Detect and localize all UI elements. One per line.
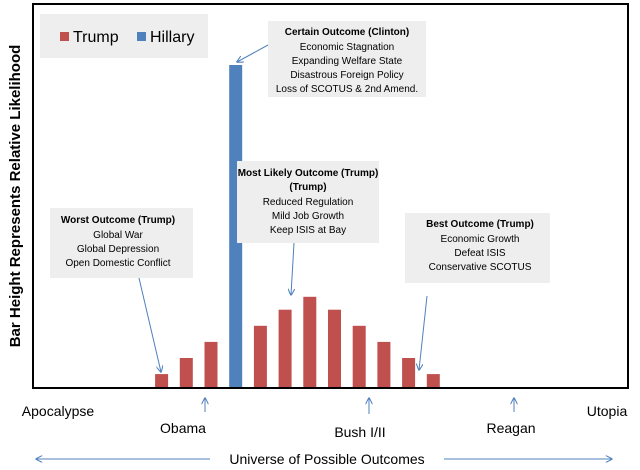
x-axis-label: Universe of Possible Outcomes	[229, 451, 424, 467]
annotation-line: Economic Growth	[441, 234, 520, 245]
annotation-arrow-best	[419, 295, 428, 370]
bar-trump-2	[179, 358, 193, 387]
annotation-title: Worst Outcome (Trump)	[61, 215, 175, 226]
annotation-title: Certain Outcome (Clinton)	[285, 27, 409, 38]
bar-trump-11	[426, 374, 440, 387]
annotation-line: Global Depression	[77, 244, 159, 255]
legend-swatch-trump	[60, 32, 69, 41]
bar-trump-7	[328, 309, 341, 387]
annotation-arrow-worst	[138, 277, 161, 372]
annotation-line: Global War	[93, 230, 143, 241]
annotation-best-trump: Best Outcome (Trump) Economic Growth Def…	[405, 213, 550, 283]
annotation-most-likely-trump: Most Likely Outcome (Trump) (Trump) Redu…	[237, 161, 379, 243]
legend-label-trump: Trump	[73, 29, 119, 46]
y-axis-label: Bar Height Represents Relative Likelihoo…	[7, 45, 24, 348]
bar-trump-9	[377, 341, 391, 387]
annotation-arrow-most-likely	[291, 242, 294, 295]
bar-trump-10	[402, 358, 416, 387]
annotation-line: Conservative SCOTUS	[429, 262, 532, 273]
x-label-utopia: Utopia	[587, 403, 628, 419]
annotation-line: Loss of SCOTUS & 2nd Amend.	[276, 84, 418, 95]
annotation-title: Most Likely Outcome (Trump)	[238, 168, 379, 179]
bars-group	[155, 65, 440, 387]
legend-label-hillary: Hillary	[150, 29, 194, 46]
annotation-title: Best Outcome (Trump)	[426, 219, 534, 230]
annotation-line: Expanding Welfare State	[292, 56, 403, 67]
annotation-line: Keep ISIS at Bay	[270, 225, 346, 236]
legend-swatch-hillary	[137, 32, 146, 41]
bar-hillary-1	[229, 65, 243, 387]
annotation-line: Open Domestic Conflict	[65, 258, 170, 269]
annotation-worst-trump: Worst Outcome (Trump) Global War Global …	[50, 208, 193, 278]
annotation-line: Disastrous Foreign Policy	[290, 70, 403, 81]
x-label-reagan: Reagan	[486, 420, 535, 436]
x-label-apocalypse: Apocalypse	[22, 403, 95, 419]
annotation-line: Mild Job Growth	[272, 211, 344, 222]
annotation-line: Defeat ISIS	[454, 248, 505, 259]
bar-trump-5	[278, 309, 292, 387]
annotation-title-trump: (Trump)	[289, 182, 326, 193]
bar-trump-6	[303, 296, 317, 387]
bar-trump-8	[352, 325, 366, 387]
annotation-certain-clinton: Certain Outcome (Clinton) Economic Stagn…	[268, 21, 426, 97]
annotation-line: Reduced Regulation	[263, 197, 354, 208]
legend: Trump Hillary	[40, 14, 208, 58]
bar-trump-1	[155, 374, 169, 387]
annotation-line: Economic Stagnation	[300, 42, 395, 53]
x-label-bush: Bush I/II	[334, 424, 385, 440]
x-label-obama: Obama	[160, 420, 206, 436]
bar-trump-4	[253, 325, 267, 387]
annotation-arrow-certain	[237, 44, 269, 62]
bar-trump-3	[204, 341, 218, 387]
